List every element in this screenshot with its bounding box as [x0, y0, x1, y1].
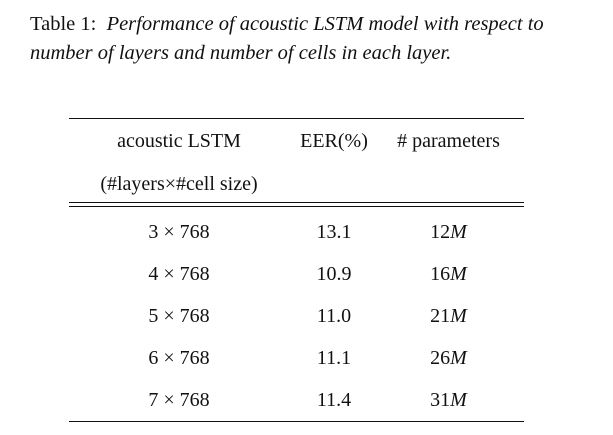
cell-params: 21M — [430, 305, 467, 327]
cell-eer: 10.9 — [316, 263, 352, 285]
cell-eer: 11.0 — [316, 305, 352, 327]
cell-eer: 11.1 — [316, 347, 352, 369]
header-rule-1 — [69, 202, 524, 204]
header-parameters: # parameters — [397, 130, 500, 152]
header-config-line2: (#layers×#cell size) — [100, 173, 258, 195]
header-eer: EER(%) — [300, 130, 368, 152]
cell-config: 7 × 768 — [148, 389, 210, 411]
cell-params: 26M — [430, 347, 467, 369]
caption-text: Performance of acoustic LSTM model with … — [30, 13, 544, 64]
cell-params: 31M — [430, 389, 467, 411]
bottom-rule — [69, 421, 524, 423]
cell-config: 3 × 768 — [148, 221, 210, 243]
cell-config: 4 × 768 — [148, 263, 210, 285]
header-config-line1: acoustic LSTM — [117, 130, 241, 152]
cell-eer: 11.4 — [316, 389, 352, 411]
cell-params: 12M — [430, 221, 467, 243]
table-caption: Table 1: Performance of acoustic LSTM mo… — [30, 10, 570, 68]
caption-label: Table 1: — [30, 13, 97, 35]
cell-config: 5 × 768 — [148, 305, 210, 327]
header-rule-2 — [69, 206, 524, 208]
cell-params: 16M — [430, 263, 467, 285]
cell-config: 6 × 768 — [148, 347, 210, 369]
top-rule — [69, 118, 524, 120]
cell-eer: 13.1 — [316, 221, 352, 243]
